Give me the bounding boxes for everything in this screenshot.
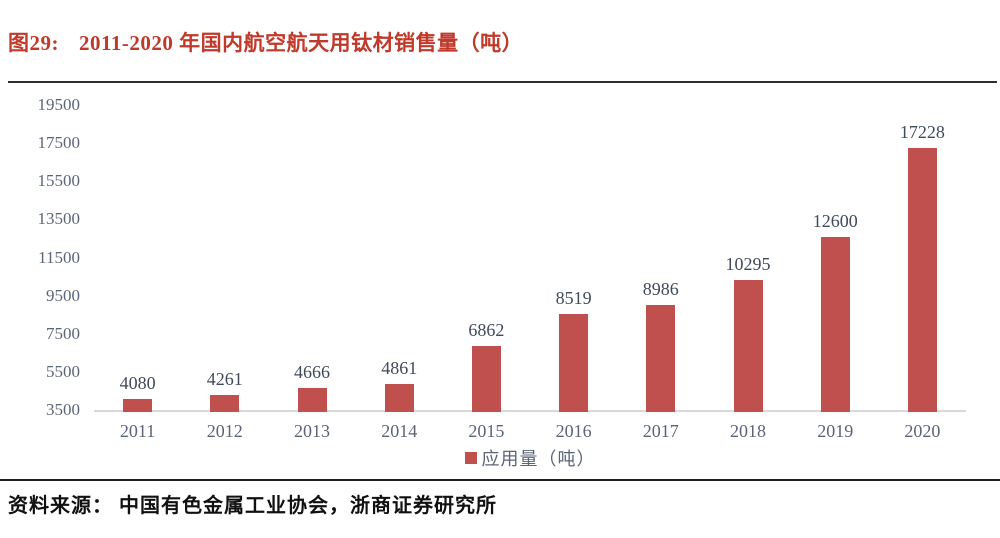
bar	[297, 387, 327, 412]
bar-value-label: 17228	[899, 122, 945, 143]
x-axis-tick-label: 2014	[381, 421, 418, 441]
x-axis-tick-label: 2011	[119, 421, 156, 441]
bar-value-label: 10295	[725, 254, 771, 275]
x-axis-tick-label: 2019	[817, 421, 854, 441]
bar	[559, 314, 589, 412]
bar-chart: 应用量（吨） 3500 5500 7500 9500 11500 13500 15500 17…	[0, 88, 1000, 476]
bar-value-label: 8986	[642, 279, 679, 300]
bar-value-label: 4080	[119, 372, 156, 393]
bar-value-label: 4666	[294, 361, 330, 382]
bar	[733, 280, 763, 412]
legend-series-label: 应用量（吨）	[481, 449, 596, 469]
bar	[123, 398, 153, 412]
x-axis-tick-label: 2012	[206, 421, 243, 441]
bar-value-label: 4861	[381, 358, 418, 379]
x-axis-tick-label: 2018	[730, 421, 766, 441]
x-axis-tick-label: 2015	[468, 421, 505, 441]
y-axis-tick-label: 17500	[37, 133, 81, 153]
bar-value-label: 4261	[206, 369, 243, 390]
bottom-divider-line	[0, 479, 1000, 481]
bar	[646, 305, 676, 412]
bar-value-label: 8519	[555, 288, 592, 309]
figure-title-text: 2011-2020 年国内航空航天用钛材销售量（吨）	[79, 31, 524, 55]
bar	[820, 236, 850, 412]
chart-legend: 应用量（吨）	[94, 445, 966, 471]
bar	[907, 148, 937, 412]
bar	[210, 395, 240, 412]
y-axis-tick-label: 7500	[46, 323, 80, 343]
x-axis-line	[94, 410, 966, 412]
bar-value-label: 6862	[468, 319, 505, 340]
x-axis-tick-label: 2020	[904, 421, 941, 441]
y-axis-tick-label: 19500	[37, 95, 81, 114]
x-axis-tick-label: 2017	[642, 421, 679, 441]
x-axis-tick-label: 2016	[555, 421, 592, 441]
y-axis-tick-label: 3500	[46, 400, 80, 419]
data-source-text: 资料来源： 中国有色金属工业协会，浙商证券研究所	[8, 495, 497, 517]
x-axis-tick-label: 2013	[294, 421, 330, 441]
y-axis-tick-label: 13500	[37, 209, 81, 229]
bar	[471, 345, 501, 412]
figure-title: 图29: 2011-2020 年国内航空航天用钛材销售量（吨）	[8, 27, 523, 57]
y-axis-tick-label: 11500	[38, 247, 80, 267]
y-axis-tick-label: 9500	[46, 285, 80, 305]
figure-number-label: 图29:	[8, 31, 59, 55]
bar-value-label: 12600	[812, 210, 858, 231]
legend-marker-square	[464, 452, 477, 464]
bar	[384, 384, 414, 412]
y-axis-tick-label: 15500	[37, 171, 81, 191]
title-divider-line	[8, 81, 997, 83]
y-axis-tick-label: 5500	[46, 361, 80, 381]
